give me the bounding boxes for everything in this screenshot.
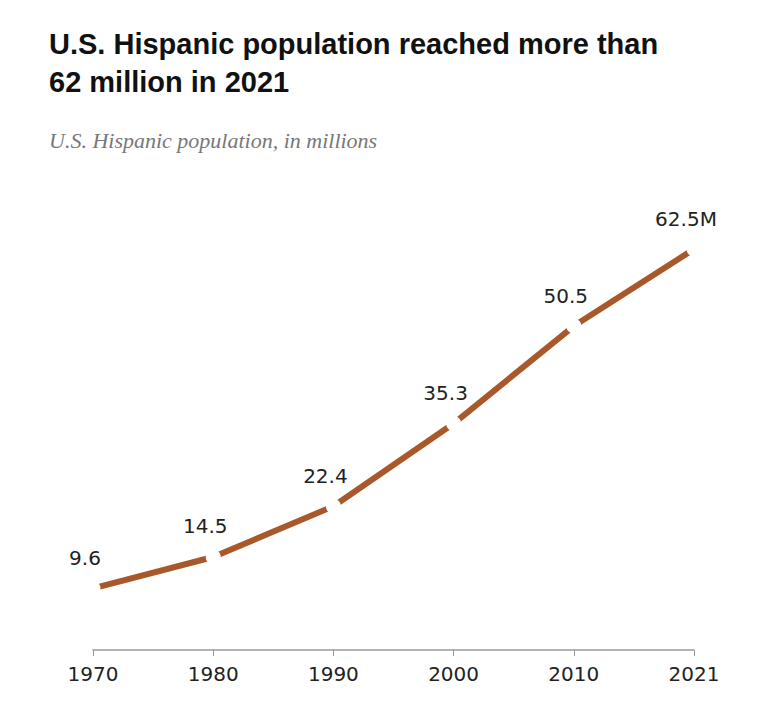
svg-text:2010: 2010	[548, 662, 599, 686]
svg-text:62.5M: 62.5M	[655, 207, 717, 231]
svg-text:U.S. Hispanic population reach: U.S. Hispanic population reached more th…	[49, 28, 666, 60]
svg-text:1990: 1990	[308, 662, 359, 686]
svg-text:35.3: 35.3	[423, 381, 468, 405]
svg-text:62 million in 2021: 62 million in 2021	[49, 66, 289, 98]
svg-text:2021: 2021	[669, 662, 720, 686]
svg-text:50.5: 50.5	[544, 284, 589, 308]
svg-text:9.6: 9.6	[69, 546, 101, 570]
svg-text:2000: 2000	[428, 662, 479, 686]
svg-text:22.4: 22.4	[303, 464, 348, 488]
svg-text:1970: 1970	[68, 662, 119, 686]
svg-text:U.S. Hispanic population, in m: U.S. Hispanic population, in millions	[49, 128, 377, 153]
svg-text:1980: 1980	[188, 662, 239, 686]
svg-text:14.5: 14.5	[183, 514, 228, 538]
